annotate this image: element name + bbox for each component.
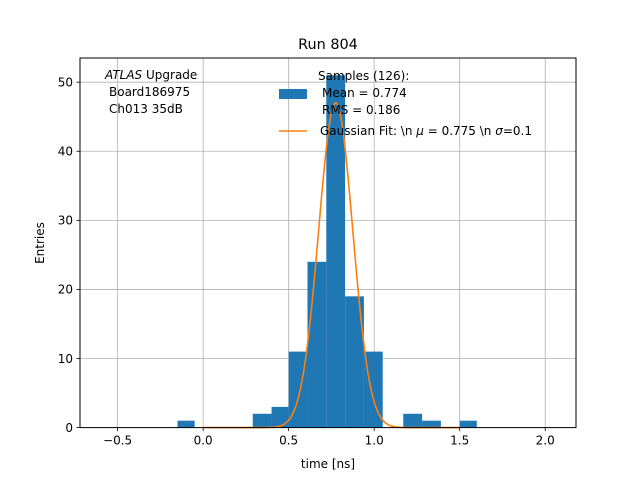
x-tick-label: −0.5 <box>103 434 132 448</box>
histogram-bar <box>422 420 441 428</box>
legend-fit-sigma: σ <box>495 124 503 138</box>
x-tick-label: 0.0 <box>194 434 213 448</box>
histogram-bar <box>403 413 423 428</box>
annotation-line-2: Board186975 <box>109 85 190 99</box>
histogram-bars <box>177 75 477 428</box>
plot-frame <box>79 57 577 429</box>
histogram-bar <box>288 351 308 428</box>
x-tick-label: 2.0 <box>536 434 555 448</box>
histogram-bar <box>252 413 272 428</box>
legend-fit-mu: μ <box>415 124 424 138</box>
legend-fit-label: Gaussian Fit: \n μ = 0.775 \n σ=0.1 <box>320 124 532 138</box>
y-tick-label: 50 <box>58 75 73 89</box>
y-axis-label: Entries <box>33 222 47 264</box>
y-tick-label: 40 <box>58 145 73 159</box>
legend-fit-post: =0.1 <box>503 124 532 138</box>
x-tick-label: 1.5 <box>450 434 469 448</box>
legend-hist-line-1: Samples (126): <box>318 69 409 83</box>
legend: Samples (126): Mean = 0.774 RMS = 0.186 … <box>279 69 532 138</box>
legend-swatch-histogram <box>279 89 307 99</box>
legend-fit-pre: Gaussian Fit: \n <box>320 124 416 138</box>
histogram-bar <box>459 420 477 428</box>
x-tick-label: 1.0 <box>365 434 384 448</box>
y-tick-label: 20 <box>58 283 73 297</box>
histogram-bar <box>363 351 383 428</box>
y-tick-label: 0 <box>65 421 73 435</box>
atlas-label: ATLAS <box>104 68 143 82</box>
y-tick-label: 10 <box>58 352 73 366</box>
annotation-line-3: Ch013 35dB <box>109 102 183 116</box>
y-tick-label: 30 <box>58 214 73 228</box>
legend-hist-line-2: Mean = 0.774 <box>322 86 407 100</box>
annotation-box: ATLAS Upgrade Board186975 Ch013 35dB <box>104 68 197 116</box>
annotation-line-1: ATLAS Upgrade <box>104 68 197 82</box>
chart-title: Run 804 <box>298 37 358 53</box>
legend-fit-mid: = 0.775 \n <box>424 124 495 138</box>
x-tick-label: 0.5 <box>279 434 298 448</box>
histogram-bar <box>345 296 364 428</box>
histogram-bar <box>271 406 289 428</box>
legend-hist-line-3: RMS = 0.186 <box>322 103 400 117</box>
axis-ticks: −0.5 0.0 0.5 1.0 1.5 2.0 0 10 20 30 40 50 <box>58 75 555 447</box>
histogram-bar <box>177 420 195 428</box>
upgrade-label: Upgrade <box>142 68 197 82</box>
histogram-bar <box>326 75 346 428</box>
histogram-bar <box>307 261 327 428</box>
x-axis-label: time [ns] <box>301 457 355 471</box>
